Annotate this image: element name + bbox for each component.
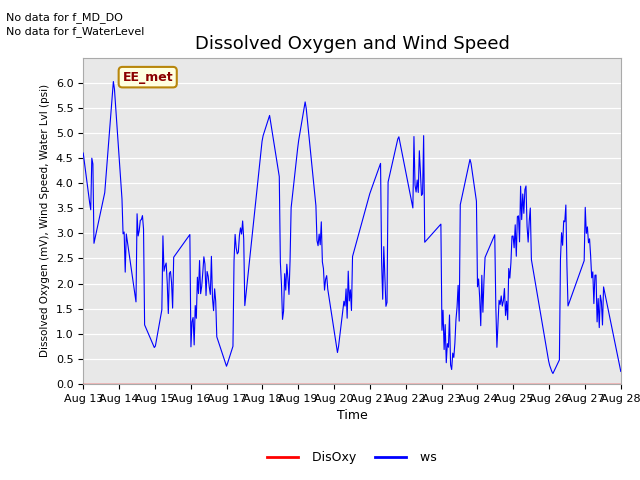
Text: EE_met: EE_met xyxy=(122,71,173,84)
X-axis label: Time: Time xyxy=(337,409,367,422)
Title: Dissolved Oxygen and Wind Speed: Dissolved Oxygen and Wind Speed xyxy=(195,35,509,53)
Text: No data for f_WaterLevel: No data for f_WaterLevel xyxy=(6,26,145,37)
Text: No data for f_MD_DO: No data for f_MD_DO xyxy=(6,12,124,23)
Legend:  DisOxy,  ws: DisOxy, ws xyxy=(262,446,442,469)
Y-axis label: Dissolved Oxygen (mV), Wind Speed, Water Lvl (psi): Dissolved Oxygen (mV), Wind Speed, Water… xyxy=(40,84,50,358)
